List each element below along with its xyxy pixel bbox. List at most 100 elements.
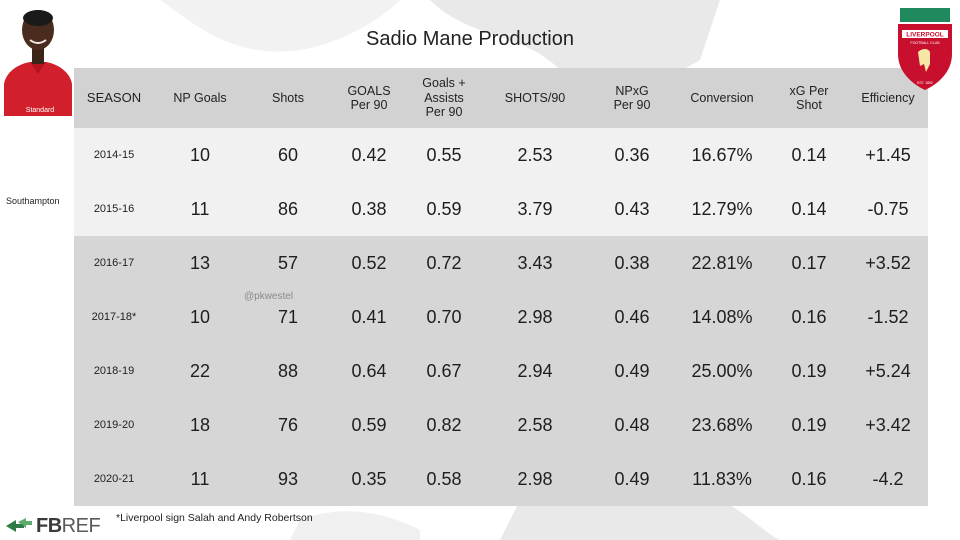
- cell-ga-p90: 0.67: [426, 360, 462, 381]
- cell-season: 2016-17: [93, 257, 135, 269]
- cell-np-goals: 11: [190, 468, 210, 489]
- cell-shots-p90: 2.94: [517, 360, 553, 381]
- cell-npxg-p90: 0.49: [614, 360, 650, 381]
- cell-shots-p90: 2.98: [517, 306, 553, 327]
- cell-ga-p90: 0.59: [426, 198, 462, 219]
- player-photo: Standard: [4, 10, 72, 116]
- table-row: 2019-20 18 76 0.59 0.82 2.58 0.48 23.68% 0.19 +3.…: [74, 398, 928, 452]
- cell-season: 2014-15: [93, 149, 135, 161]
- cell-np-goals: 22: [189, 360, 211, 381]
- cell-goals-p90: 0.52: [351, 252, 387, 273]
- table-row: 2017-18* 10 71 0.41 0.70 2.98 0.46 14.08% 0.16 -1…: [74, 290, 928, 344]
- col-header-goals-p90: GOALS Per 90: [347, 83, 391, 112]
- col-header-shots-p90: SHOTS/90: [504, 90, 566, 105]
- cell-npxg-p90: 0.49: [614, 468, 650, 489]
- cell-goals-p90: 0.38: [351, 198, 387, 219]
- cell-shots: 57: [277, 252, 299, 273]
- cell-ga-p90: 0.82: [426, 414, 462, 435]
- cell-goals-p90: 0.59: [351, 414, 387, 435]
- cell-ga-p90: 0.55: [426, 144, 462, 165]
- cell-ga-p90: 0.58: [426, 468, 462, 489]
- author-watermark: @pkwestel: [244, 291, 294, 302]
- cell-conversion: 16.67%: [691, 144, 753, 165]
- cell-npxg-p90: 0.46: [614, 306, 650, 327]
- col-header-shots: Shots: [272, 90, 304, 105]
- club-label-southampton: Southampton: [6, 196, 60, 206]
- col-header-np-goals: NP Goals: [173, 90, 227, 105]
- shirt-sponsor: Standard: [26, 107, 55, 114]
- cell-npxg-p90: 0.48: [614, 414, 650, 435]
- cell-shots-p90: 2.58: [517, 414, 553, 435]
- logo-text-fb: FB: [36, 514, 62, 537]
- cell-shots: 71: [277, 306, 299, 327]
- cell-ga-p90: 0.72: [426, 252, 462, 273]
- cell-season: 2017-18*: [91, 311, 137, 323]
- cell-xg-per-shot: 0.16: [791, 468, 827, 489]
- col-header-conversion: Conversion: [690, 90, 754, 105]
- cell-season: 2019-20: [93, 419, 135, 431]
- cell-efficiency: +3.42: [865, 414, 911, 435]
- table-row: 2014-15 10 60 0.42 0.55 2.53 0.36 16.67% 0.14 +1.…: [74, 128, 928, 182]
- cell-shots: 88: [277, 360, 299, 381]
- cell-xg-per-shot: 0.19: [791, 360, 827, 381]
- cell-goals-p90: 0.42: [351, 144, 387, 165]
- cell-shots: 76: [277, 414, 299, 435]
- col-header-xg-per-shot: xG Per Shot: [789, 83, 829, 112]
- cell-season: 2015-16: [93, 203, 135, 215]
- cell-npxg-p90: 0.36: [614, 144, 650, 165]
- cell-season: 2018-19: [93, 365, 135, 377]
- stats-table: SEASON NP Goals Shots GOALS Per 90 Goals…: [74, 68, 928, 506]
- col-header-season: SEASON: [86, 89, 142, 105]
- col-header-ga-p90: Goals + Assists Per 90: [422, 76, 466, 120]
- cell-shots: 93: [277, 468, 299, 489]
- cell-xg-per-shot: 0.16: [791, 306, 827, 327]
- cell-conversion: 12.79%: [691, 198, 753, 219]
- cell-shots: 86: [277, 198, 299, 219]
- cell-npxg-p90: 0.43: [614, 198, 650, 219]
- svg-text:EST. 1892: EST. 1892: [917, 81, 933, 85]
- cell-conversion: 25.00%: [691, 360, 753, 381]
- cell-shots-p90: 3.79: [517, 198, 553, 219]
- cell-efficiency: +5.24: [865, 360, 911, 381]
- table-row: 2020-21 11 93 0.35 0.58 2.98 0.49 11.83% 0.16 -4.…: [74, 452, 928, 506]
- cell-shots-p90: 2.53: [517, 144, 553, 165]
- cell-shots: 60: [277, 144, 299, 165]
- table-row: 2015-16 11 86 0.38 0.59 3.79 0.43 12.79% 0.14 -0.…: [74, 182, 928, 236]
- table-row: 2018-19 22 88 0.64 0.67 2.94 0.49 25.00% 0.19 +5.…: [74, 344, 928, 398]
- cell-xg-per-shot: 0.17: [791, 252, 827, 273]
- cell-efficiency: -0.75: [867, 198, 909, 219]
- col-header-efficiency: Efficiency: [861, 90, 915, 105]
- col-header-npxg-p90: NPxG Per 90: [613, 83, 651, 112]
- cell-ga-p90: 0.70: [426, 306, 462, 327]
- cell-conversion: 11.83%: [692, 468, 752, 489]
- cell-np-goals: 10: [189, 144, 211, 165]
- cell-np-goals: 18: [189, 414, 211, 435]
- cell-shots-p90: 3.43: [517, 252, 553, 273]
- cell-np-goals: 13: [189, 252, 211, 273]
- footnote: *Liverpool sign Salah and Andy Robertson: [116, 512, 313, 524]
- cell-efficiency: +1.45: [865, 144, 911, 165]
- cell-season: 2020-21: [93, 473, 135, 485]
- cell-goals-p90: 0.64: [351, 360, 387, 381]
- cell-xg-per-shot: 0.14: [791, 144, 827, 165]
- svg-text:FOOTBALL CLUB: FOOTBALL CLUB: [910, 41, 940, 45]
- cell-conversion: 23.68%: [691, 414, 753, 435]
- cell-conversion: 14.08%: [691, 306, 753, 327]
- fbref-arrows-icon: [6, 518, 32, 532]
- cell-conversion: 22.81%: [691, 252, 753, 273]
- cell-xg-per-shot: 0.19: [791, 414, 827, 435]
- fbref-logo: FBREF: [4, 514, 101, 538]
- svg-text:LIVERPOOL: LIVERPOOL: [906, 32, 944, 39]
- cell-xg-per-shot: 0.14: [791, 198, 827, 219]
- chart-title: Sadio Mane Production: [366, 28, 574, 50]
- logo-text-ref: REF: [61, 514, 101, 537]
- liverpool-crest-logo: LIVERPOOL FOOTBALL CLUB EST. 1892: [898, 8, 952, 90]
- cell-goals-p90: 0.41: [351, 306, 387, 327]
- cell-npxg-p90: 0.38: [614, 252, 650, 273]
- cell-np-goals: 11: [190, 198, 210, 219]
- cell-np-goals: 10: [189, 306, 211, 327]
- cell-efficiency: -4.2: [872, 468, 904, 489]
- cell-goals-p90: 0.35: [351, 468, 387, 489]
- cell-shots-p90: 2.98: [517, 468, 553, 489]
- cell-efficiency: +3.52: [865, 252, 911, 273]
